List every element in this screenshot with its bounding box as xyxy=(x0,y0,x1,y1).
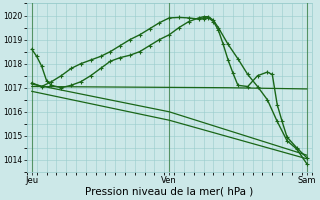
X-axis label: Pression niveau de la mer( hPa ): Pression niveau de la mer( hPa ) xyxy=(85,187,253,197)
